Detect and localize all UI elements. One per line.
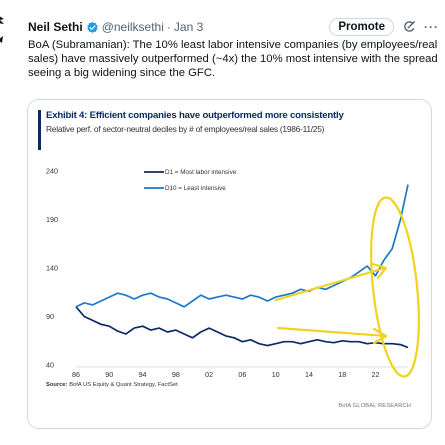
arrow-up-line xyxy=(274,266,387,302)
author-handle[interactable]: @neilksethi xyxy=(101,20,164,34)
separator-dot: · xyxy=(166,20,171,34)
x-tick-label: 06 xyxy=(238,370,246,379)
y-tick-label: 240 xyxy=(46,167,58,176)
verified-badge-icon xyxy=(86,21,98,33)
y-tick-label: 90 xyxy=(46,312,54,321)
promote-button[interactable]: Promote xyxy=(329,18,394,36)
chart-image-card[interactable]: Exhibit 4: Efficient companies have outp… xyxy=(27,99,432,429)
x-tick-label: 02 xyxy=(205,370,213,379)
x-tick-label: 18 xyxy=(338,370,346,379)
avatar[interactable] xyxy=(0,10,10,50)
x-tick-label: 10 xyxy=(272,370,280,379)
series-line-d1 xyxy=(75,306,409,349)
arrow-up-head xyxy=(371,262,388,280)
chart-source: Source: BofA US Equity & Quant Strategy,… xyxy=(46,382,178,388)
exhibit-accent-bar xyxy=(38,110,41,150)
highlight-ellipse xyxy=(370,196,420,378)
more-options-icon[interactable]: ··· xyxy=(424,20,439,34)
x-tick-label: 90 xyxy=(105,370,113,379)
author-name[interactable]: Neil Sethi xyxy=(28,20,83,34)
tweet-date[interactable]: Jan 3 xyxy=(173,20,204,34)
x-tick-label: 94 xyxy=(139,370,147,379)
chart-subtitle: Relative perf. of sector-neutral deciles… xyxy=(46,124,325,134)
bofa-watermark: BofA GLOBAL RESEARCH xyxy=(338,403,411,409)
tweet-header: Neil Sethi @neilksethi · Jan 3 Promote ·… xyxy=(28,18,439,36)
arrow-down-head xyxy=(372,327,388,345)
y-tick-label: 190 xyxy=(46,215,58,224)
line-chart: 40 90 140 190 240 86 90 94 98 02 06 10 14 18 22 D1 = … xyxy=(46,167,420,379)
y-tick-label: 140 xyxy=(46,264,58,273)
tweet-text: BoA (Subramanian): The 10% least labor i… xyxy=(28,39,438,80)
chart-title: Exhibit 4: Efficient companies have outp… xyxy=(46,110,344,121)
grok-icon[interactable] xyxy=(402,20,416,34)
series-line-d10 xyxy=(75,184,409,308)
legend-label-d1: D1 = Most labor intensive xyxy=(165,169,237,176)
x-tick-label: 22 xyxy=(372,370,380,379)
x-tick-label: 98 xyxy=(172,370,180,379)
y-tick-label: 40 xyxy=(46,361,54,370)
source-label: Source: xyxy=(46,382,68,388)
arrow-down-line xyxy=(276,326,388,338)
legend-label-d10: D10 = Least intensive xyxy=(165,185,226,192)
x-tick-label: 86 xyxy=(72,370,80,379)
x-tick-label: 14 xyxy=(305,370,313,379)
source-text: BofA US Equity & Quant Strategy, FactSet xyxy=(67,382,178,388)
